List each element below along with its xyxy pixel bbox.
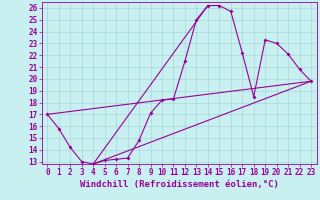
X-axis label: Windchill (Refroidissement éolien,°C): Windchill (Refroidissement éolien,°C) (80, 180, 279, 189)
